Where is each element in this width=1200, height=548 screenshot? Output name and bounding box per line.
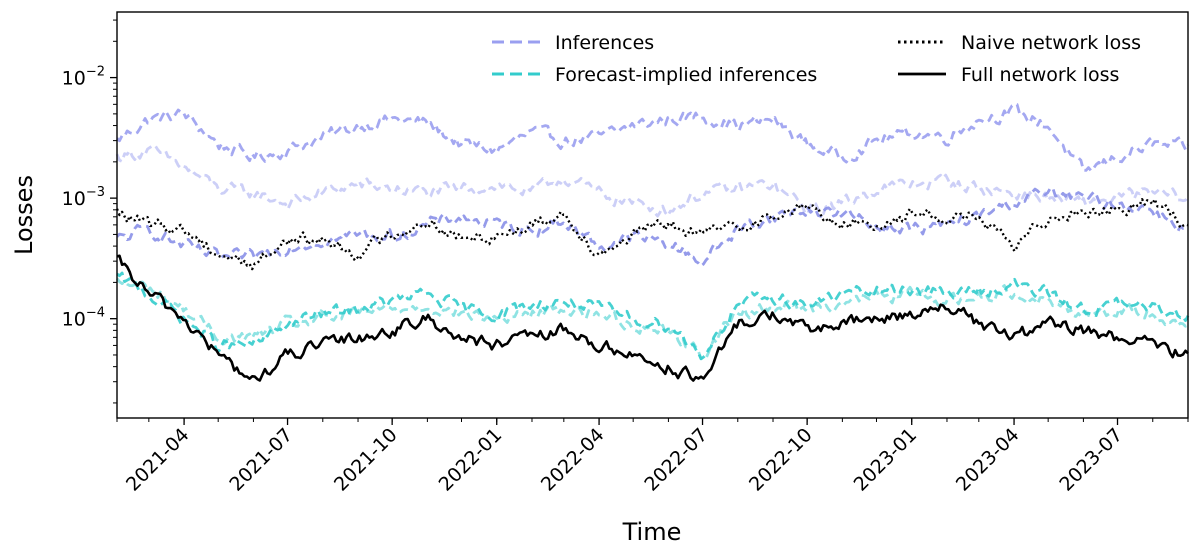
plot-frame bbox=[116, 11, 1189, 419]
series-line-1 bbox=[116, 102, 1190, 173]
series-line-6 bbox=[115, 197, 1189, 271]
series-line-3 bbox=[115, 186, 1189, 268]
legend: Inferences Forecast-implied inferences Nai… bbox=[492, 32, 1141, 86]
x-tick-label: 2021-07 bbox=[225, 424, 297, 496]
series-line-7 bbox=[116, 254, 1189, 382]
legend-label-2: Forecast-implied inferences bbox=[555, 64, 817, 86]
x-tick-label: 2023-04 bbox=[952, 424, 1024, 496]
x-axis-title: Time bbox=[622, 518, 682, 546]
x-tick-label: 2022-01 bbox=[435, 424, 507, 496]
x-tick-label: 2023-07 bbox=[1055, 424, 1127, 496]
x-tick-label: 2022-07 bbox=[640, 424, 712, 496]
y-tick-label: 10−3 bbox=[62, 185, 105, 210]
y-tick-label: 10−4 bbox=[62, 306, 105, 331]
y-tick-label: 10−2 bbox=[62, 65, 105, 90]
series-line-2 bbox=[115, 144, 1190, 218]
y-axis-title: Losses bbox=[10, 175, 38, 255]
series-line-4 bbox=[116, 271, 1190, 361]
legend-label-4: Full network loss bbox=[961, 64, 1119, 86]
x-tick-label: 2023-01 bbox=[850, 424, 922, 496]
x-tick-label: 2021-10 bbox=[330, 424, 402, 496]
x-tick-label: 2021-04 bbox=[122, 424, 194, 496]
series-line-5 bbox=[115, 277, 1189, 361]
x-tick-label: 2022-04 bbox=[537, 424, 609, 496]
series-layer bbox=[115, 102, 1190, 382]
x-tick-label: 2022-10 bbox=[745, 424, 817, 496]
legend-label-3: Naive network loss bbox=[961, 32, 1141, 54]
legend-label-1: Inferences bbox=[555, 32, 654, 54]
